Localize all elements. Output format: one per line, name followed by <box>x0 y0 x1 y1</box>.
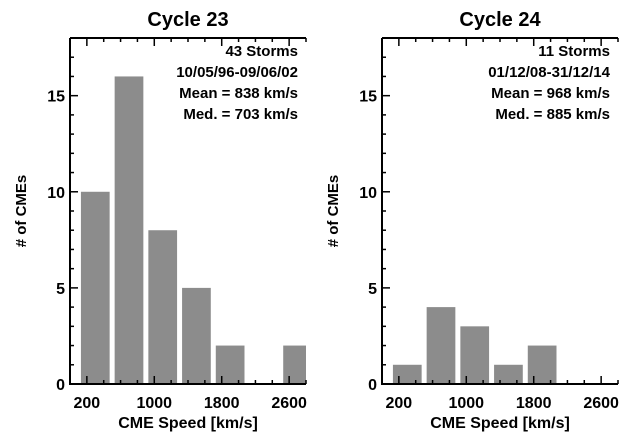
y-tick-label-cycle-23-10: 10 <box>47 185 65 202</box>
bar-cycle-23-5 <box>283 345 306 384</box>
panel-cycle-24: 0 5 10 15 200 1000 1800 2600 Cycle 24 CME Speed [… <box>325 9 619 432</box>
y-tick-label-cycle-24-10: 10 <box>359 185 377 202</box>
bar-cycle-23-1 <box>114 76 144 384</box>
bar-cycle-24-3 <box>494 364 523 384</box>
bar-cycle-23-4 <box>215 345 245 384</box>
x-tick-label-cycle-23-2600: 2600 <box>271 395 307 412</box>
y-axis-label-cycle-23: # of CMEs <box>13 175 30 248</box>
annotation-cycle-24-3: Med. = 885 km/s <box>495 106 610 123</box>
annotation-cycle-23-3: Med. = 703 km/s <box>183 106 298 123</box>
annotation-cycle-23-0: 43 Storms <box>225 43 298 60</box>
bar-cycle-24-2 <box>460 326 490 384</box>
bar-cycle-23-2 <box>148 230 178 384</box>
bars-cycle-23 <box>80 76 306 384</box>
bars-cycle-24 <box>392 307 557 384</box>
annotation-cycle-24-0: 11 Storms <box>538 43 610 60</box>
bar-cycle-24-4 <box>527 345 557 384</box>
annotation-cycle-23-1: 10/05/96-09/06/02 <box>176 64 298 81</box>
bar-cycle-23-3 <box>182 287 211 384</box>
panel-cycle-23: 0 5 10 15 200 1000 1800 2600 Cycle 23 CME Speed [… <box>13 9 307 432</box>
y-tick-label-cycle-24-0: 0 <box>368 377 377 394</box>
bar-cycle-23-0 <box>80 191 110 384</box>
y-tick-label-cycle-24-15: 15 <box>359 89 377 106</box>
x-axis-label-cycle-24: CME Speed [km/s] <box>430 415 570 432</box>
bar-cycle-24-0 <box>392 364 422 384</box>
y-tick-label-cycle-23-0: 0 <box>56 377 65 394</box>
chart-title-cycle-23: Cycle 23 <box>147 9 228 31</box>
annotation-cycle-23-2: Mean = 838 km/s <box>179 85 298 102</box>
annotation-cycle-24-2: Mean = 968 km/s <box>491 85 610 102</box>
x-tick-label-cycle-24-1800: 1800 <box>516 395 552 412</box>
annotation-cycle-24-1: 01/12/08-31/12/14 <box>488 64 610 81</box>
y-tick-label-cycle-24-5: 5 <box>368 281 377 298</box>
x-tick-label-cycle-23-1800: 1800 <box>204 395 240 412</box>
bar-cycle-24-1 <box>426 307 456 384</box>
x-tick-label-cycle-24-200: 200 <box>386 395 413 412</box>
y-tick-label-cycle-23-5: 5 <box>56 281 65 298</box>
x-tick-label-cycle-23-1000: 1000 <box>136 395 172 412</box>
x-tick-label-cycle-24-2600: 2600 <box>583 395 619 412</box>
chart-title-cycle-24: Cycle 24 <box>459 9 541 31</box>
y-axis-label-cycle-24: # of CMEs <box>325 175 342 248</box>
x-axis-label-cycle-23: CME Speed [km/s] <box>118 415 258 432</box>
x-tick-label-cycle-24-1000: 1000 <box>448 395 484 412</box>
x-tick-label-cycle-23-200: 200 <box>74 395 101 412</box>
y-tick-label-cycle-23-15: 15 <box>47 89 65 106</box>
